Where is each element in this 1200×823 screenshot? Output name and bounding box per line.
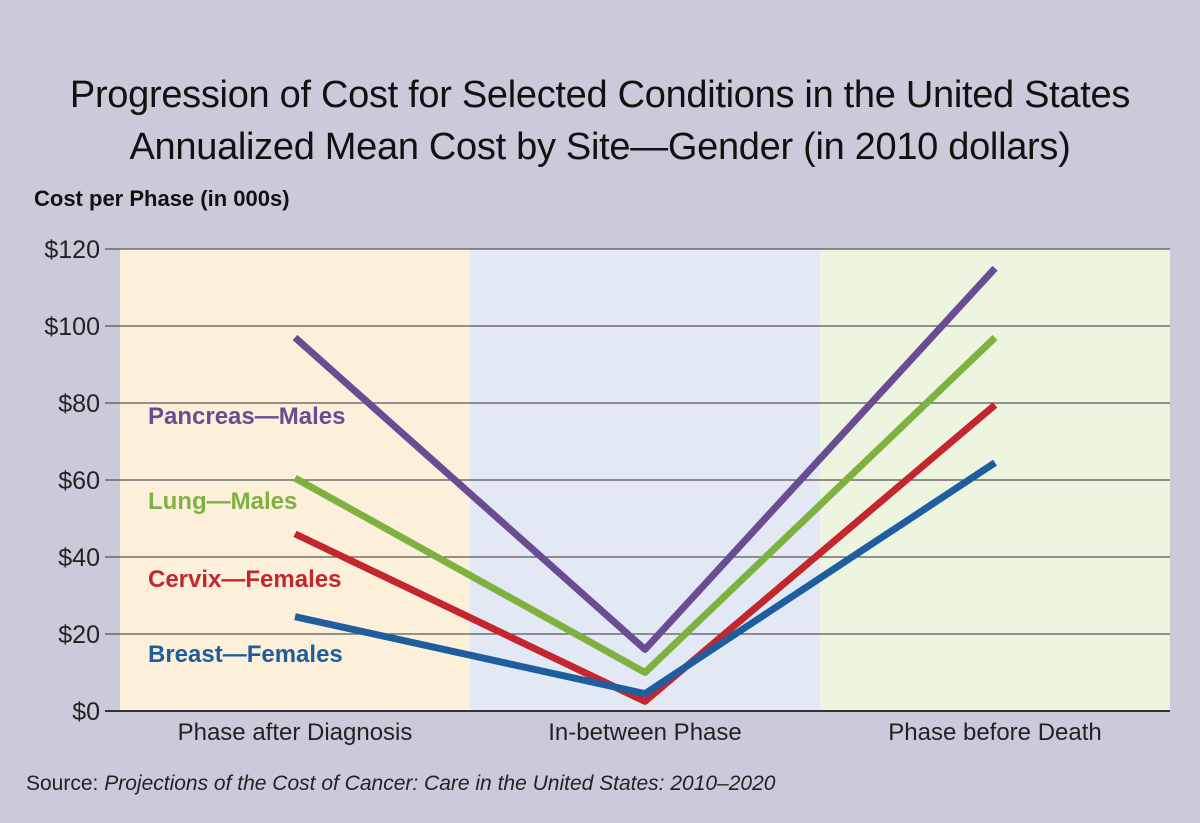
- series-labels: Pancreas—Males Lung—Males Cervix—Females Br…: [148, 403, 345, 668]
- y-tick-label: $40: [58, 544, 100, 572]
- y-axis-label: Cost per Phase (in 000s): [34, 186, 290, 211]
- source-prefix: Source:: [26, 772, 105, 795]
- y-tick-label: $60: [58, 467, 100, 495]
- y-tick-label: $80: [58, 390, 100, 418]
- series-label: Breast—Females: [148, 641, 343, 668]
- series-line-2: [293, 335, 998, 676]
- x-axis-categories: Phase after Diagnosis In-between Phase Pha…: [178, 719, 1102, 746]
- source-title: Projections of the Cost of Cancer: Care …: [104, 772, 776, 795]
- series-lines: [292, 265, 998, 705]
- y-tick-label: $100: [44, 313, 100, 341]
- chart-title: Progression of Cost for Selected Conditi…: [69, 74, 1131, 116]
- series-label: Cervix—Females: [148, 566, 341, 593]
- series-label: Lung—Males: [148, 488, 297, 515]
- chart-subtitle: Annualized Mean Cost by Site—Gender (in …: [129, 126, 1071, 168]
- source-note: Source: Projections of the Cost of Cance…: [26, 772, 775, 796]
- series-line-4: [294, 459, 997, 698]
- x-category-label: Phase before Death: [888, 719, 1101, 746]
- series-line-3: [293, 402, 998, 705]
- series-line-1: [292, 265, 998, 653]
- y-axis-ticks: $0 $20 $40 $60 $80 $100 $120: [44, 236, 100, 726]
- y-tick-label: $120: [44, 236, 100, 264]
- x-category-label: In-between Phase: [548, 719, 741, 746]
- y-tick-label: $20: [58, 621, 100, 649]
- series-label: Pancreas—Males: [148, 403, 345, 430]
- x-category-label: Phase after Diagnosis: [178, 719, 413, 746]
- y-tick-label: $0: [72, 698, 100, 726]
